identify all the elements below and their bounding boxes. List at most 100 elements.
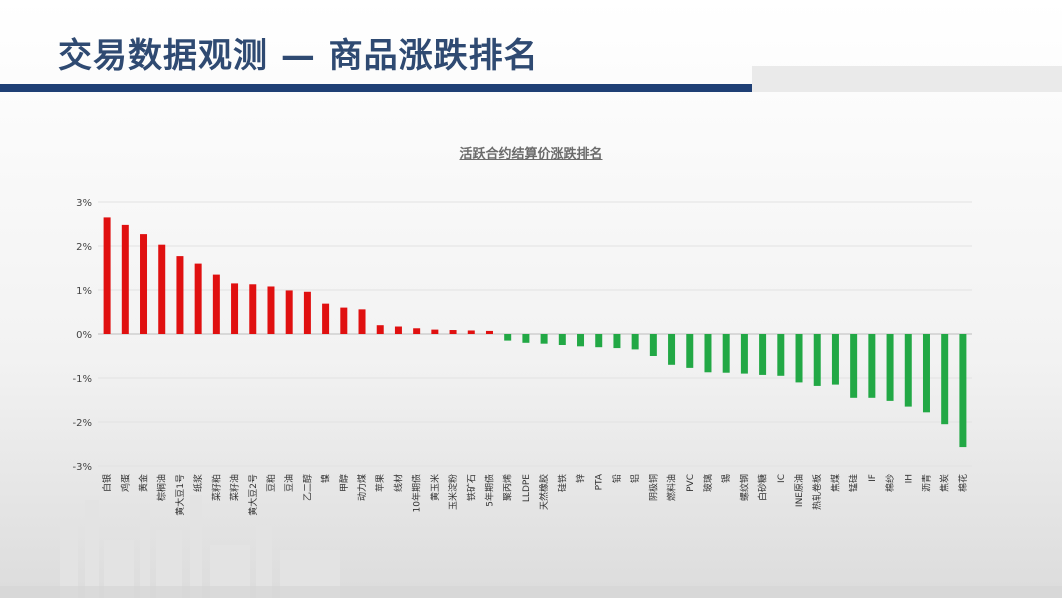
- bar: [759, 334, 767, 375]
- x-tick-label: 阴极铜: [647, 474, 659, 501]
- x-tick-label: 锌: [575, 474, 587, 483]
- y-axis: 3% 2% 1% 0% -1% -2% -3%: [73, 198, 92, 473]
- bar: [795, 334, 803, 383]
- bar: [376, 325, 384, 334]
- bar: [558, 334, 566, 345]
- x-tick-label: 铅: [611, 474, 623, 483]
- x-tick-label: 黄大豆1号: [174, 474, 186, 516]
- bar: [394, 326, 402, 334]
- y-tick-label: 1%: [76, 286, 92, 297]
- x-tick-label: IF: [868, 474, 878, 482]
- bar: [886, 334, 894, 401]
- x-tick-label: 聚丙烯: [502, 474, 514, 501]
- bar: [449, 330, 457, 334]
- title-underline-band: [0, 84, 752, 92]
- bar: [613, 334, 621, 349]
- y-tick-label: 0%: [76, 330, 92, 341]
- x-tick-label: 铝: [629, 474, 641, 483]
- x-tick-label: 豆油: [283, 474, 295, 492]
- bar: [922, 334, 930, 413]
- bar: [285, 290, 293, 334]
- y-tick-label: 3%: [76, 198, 92, 209]
- bar: [340, 307, 348, 334]
- bar: [467, 330, 475, 334]
- x-tick-label: 棉花: [957, 474, 969, 492]
- x-tick-label: 天然橡胶: [538, 474, 550, 510]
- bar: [158, 244, 166, 334]
- bar: [231, 283, 239, 334]
- x-tick-label: 白银: [101, 474, 113, 492]
- bar: [322, 303, 330, 334]
- bar: [303, 291, 311, 334]
- bar: [431, 329, 439, 334]
- x-tick-label: 棕榈油: [156, 474, 168, 501]
- bar: [504, 334, 512, 341]
- bar: [941, 334, 949, 425]
- bar: [649, 334, 657, 356]
- bar: [668, 334, 676, 365]
- bar: [413, 328, 421, 334]
- x-tick-label: PTA: [595, 473, 605, 490]
- x-tick-label: 甲醇: [338, 474, 350, 492]
- y-tick-label: -3%: [73, 462, 92, 473]
- bar: [267, 286, 275, 334]
- x-axis-labels: 白银 鸡蛋 黄金 棕榈油 黄大豆1号 纸浆 菜籽粕 菜籽油 黄大豆2号 豆粕 豆油 乙二醇镍甲醇 动力煤…: [101, 473, 969, 516]
- x-tick-label: 白砂糖: [757, 474, 769, 501]
- x-tick-label: PVC: [686, 474, 696, 492]
- x-tick-label: 硅铁: [556, 474, 568, 492]
- x-tick-label: 10年期债: [411, 474, 423, 512]
- slide-title: 交易数据观测 — 商品涨跌排名: [58, 36, 539, 76]
- x-tick-label: 焦煤: [829, 474, 841, 492]
- x-tick-label: 动力煤: [356, 474, 368, 501]
- x-tick-label: 线材: [392, 474, 404, 492]
- x-tick-label: 螺纹钢: [738, 474, 750, 501]
- x-tick-label: 棉纱: [884, 474, 896, 492]
- x-tick-label: 黄玉米: [429, 474, 441, 501]
- bar: [194, 263, 202, 334]
- bar: [850, 334, 858, 398]
- bar: [777, 334, 785, 376]
- bar: [595, 334, 603, 348]
- bars: [103, 217, 967, 448]
- bar: [868, 334, 876, 398]
- x-tick-label: 鸡蛋: [119, 474, 131, 492]
- bar: [740, 334, 748, 374]
- x-tick-label: 5年期债: [483, 474, 495, 507]
- x-tick-label: 铁矿石: [465, 474, 477, 501]
- bar: [212, 274, 220, 334]
- bar: [249, 284, 257, 334]
- x-tick-label: 焦炭: [939, 474, 951, 492]
- bar: [140, 234, 148, 334]
- x-tick-label: 玻璃: [702, 474, 714, 492]
- x-tick-label: 锰硅: [848, 474, 860, 492]
- bar: [176, 256, 184, 334]
- bar: [522, 334, 530, 343]
- bar: [813, 334, 821, 386]
- bar: [686, 334, 694, 368]
- bar: [485, 330, 493, 334]
- bar: [540, 334, 548, 344]
- bar: [631, 334, 639, 350]
- x-tick-label: IH: [904, 474, 914, 483]
- y-tick-label: -2%: [73, 418, 92, 429]
- gridlines: [98, 201, 972, 467]
- x-tick-label: 锡: [721, 474, 732, 483]
- bar: [959, 334, 967, 448]
- x-tick-label: 菜籽油: [229, 474, 241, 501]
- bar: [577, 334, 585, 347]
- x-tick-label: 苹果: [374, 474, 386, 492]
- x-tick-label: 热轧卷板: [811, 474, 823, 510]
- x-tick-label: 豆粕: [265, 474, 277, 492]
- x-tick-label: 镍: [320, 474, 332, 483]
- bar: [904, 334, 912, 407]
- x-tick-label: 玉米淀粉: [447, 474, 459, 510]
- x-tick-label: LLDPE: [522, 474, 532, 502]
- y-tick-label: 2%: [76, 242, 92, 253]
- x-tick-label: 黄大豆2号: [247, 474, 259, 516]
- chart-title: 活跃合约结算价涨跌排名: [459, 147, 603, 162]
- bar: [121, 224, 129, 334]
- bar: [722, 334, 730, 373]
- x-tick-label: 黄金: [138, 474, 150, 492]
- x-tick-label: 纸浆: [192, 474, 204, 492]
- bar: [831, 334, 839, 385]
